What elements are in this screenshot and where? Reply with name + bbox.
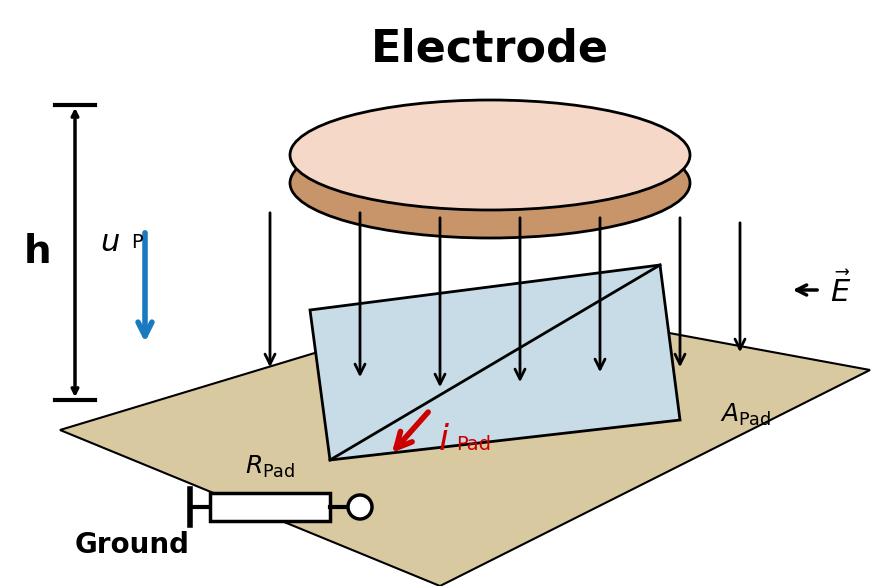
Text: $\mathbf{\mathit{i}}$: $\mathbf{\mathit{i}}$ bbox=[438, 423, 450, 457]
Circle shape bbox=[348, 495, 372, 519]
Text: $\mathbf{\mathit{u}}$: $\mathbf{\mathit{u}}$ bbox=[100, 228, 120, 257]
Text: $R_{\rm Pad}$: $R_{\rm Pad}$ bbox=[245, 454, 295, 480]
Text: Pad: Pad bbox=[456, 435, 491, 455]
Ellipse shape bbox=[290, 128, 690, 238]
Polygon shape bbox=[310, 265, 680, 460]
Text: Ground: Ground bbox=[75, 531, 190, 559]
Text: $A_{\rm Pad}$: $A_{\rm Pad}$ bbox=[720, 402, 772, 428]
Polygon shape bbox=[60, 300, 870, 586]
Text: $\vec{E}$: $\vec{E}$ bbox=[830, 272, 851, 308]
Text: Electrode: Electrode bbox=[371, 28, 609, 71]
Ellipse shape bbox=[290, 100, 690, 210]
Text: h: h bbox=[24, 233, 51, 271]
Bar bbox=[210, 493, 330, 521]
Text: P: P bbox=[131, 233, 143, 252]
